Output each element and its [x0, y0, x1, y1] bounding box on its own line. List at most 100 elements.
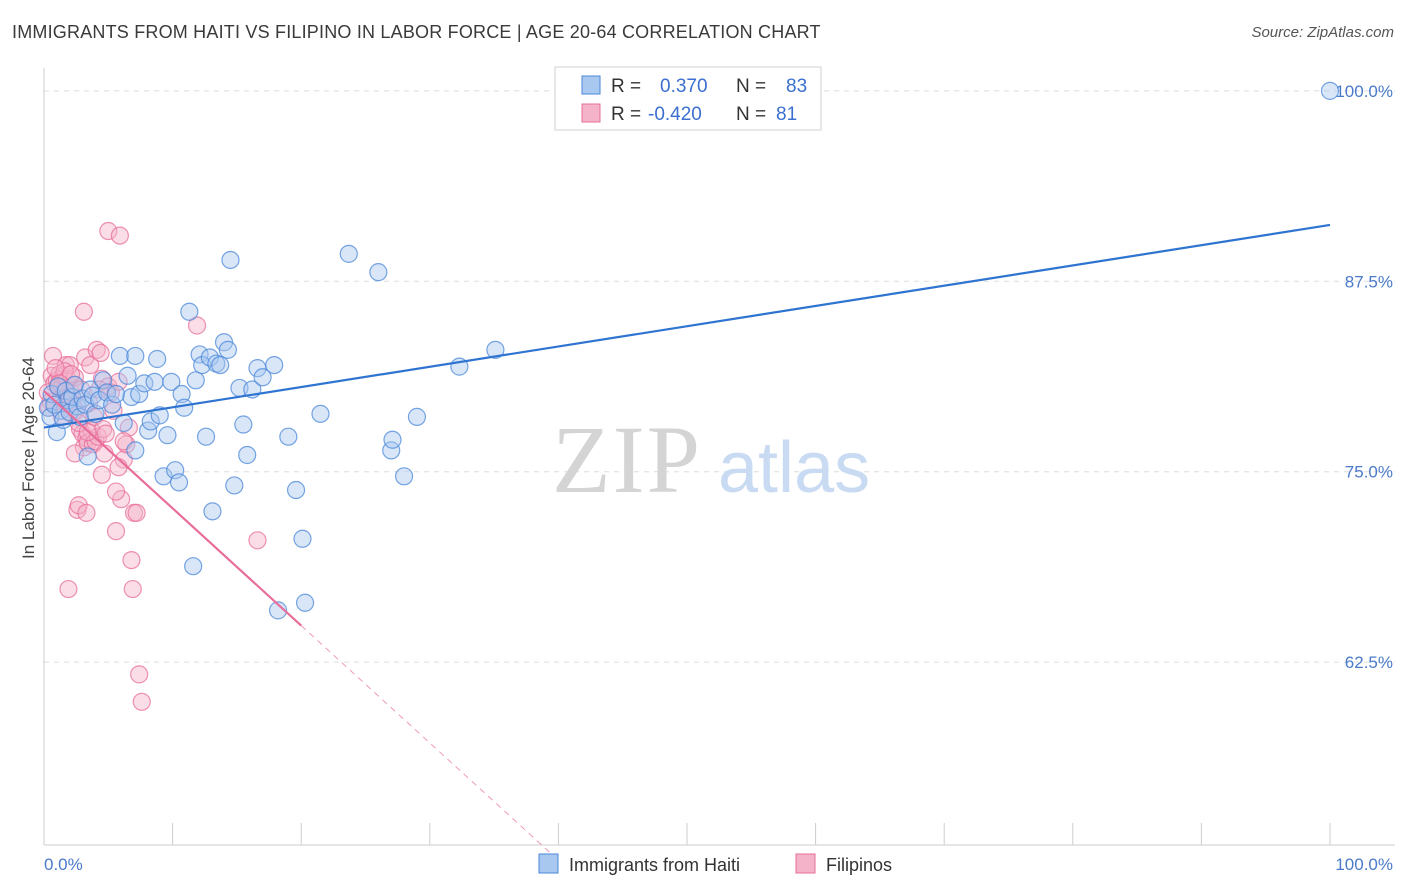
axes [43, 68, 1395, 846]
trend-line-filipinos-extension [300, 625, 559, 861]
haiti-point [394, 467, 414, 486]
y-axis-title: In Labor Force | Age 20-64 [19, 357, 38, 559]
filipinos-point [106, 482, 126, 501]
series-immigrants-from-haiti [38, 81, 1340, 620]
filipinos-point [127, 503, 146, 522]
haiti-point [279, 427, 298, 446]
legend-label-filipinos[interactable]: Filipinos [826, 855, 892, 875]
watermark-atlas: atlas [718, 428, 870, 508]
legend-n-value-blue: 83 [786, 76, 807, 97]
haiti-point [383, 430, 402, 449]
filipinos-point [56, 355, 75, 375]
haiti-point [369, 263, 388, 282]
filipinos-point [77, 503, 96, 522]
filipinos-point [69, 496, 88, 515]
legend-label-haiti[interactable]: Immigrants from Haiti [569, 855, 740, 875]
filipinos-point [92, 465, 111, 484]
filipinos-point [110, 226, 129, 245]
haiti-point [234, 415, 253, 434]
filipinos-point [132, 692, 151, 711]
legend-r-value-blue: 0.370 [660, 76, 708, 97]
haiti-point [130, 384, 149, 404]
filipinos-point [248, 531, 267, 550]
haiti-point [175, 398, 194, 417]
haiti-point [118, 366, 137, 385]
haiti-point [154, 467, 173, 486]
filipinos-point [99, 221, 118, 241]
haiti-point [169, 473, 189, 492]
haiti-point [218, 340, 237, 359]
haiti-point [1320, 81, 1340, 100]
filipinos-point [74, 302, 93, 321]
haiti-point [186, 371, 205, 390]
legend-r-value-pink: -0.420 [648, 104, 702, 125]
series-filipinos [38, 221, 267, 711]
haiti-point [110, 346, 129, 366]
y-tick-label: 75.0% [1345, 463, 1393, 482]
haiti-point [193, 355, 212, 375]
y-tick-label: 100.0% [1335, 82, 1393, 101]
haiti-point [180, 302, 199, 321]
haiti-point [126, 441, 145, 460]
haiti-point [211, 355, 230, 375]
haiti-point [225, 476, 244, 495]
filipinos-point [123, 579, 142, 599]
filipinos-point [187, 316, 207, 335]
haiti-point [203, 502, 222, 521]
legend-r-label-blue: R = [611, 76, 641, 97]
filipinos-point [122, 550, 141, 570]
haiti-point [103, 395, 122, 414]
watermark: ZIP atlas [552, 406, 870, 513]
haiti-point [196, 427, 216, 446]
trend-line-filipinos [43, 390, 302, 627]
haiti-point [486, 340, 505, 359]
stats-legend: R = 0.370 N = 83 R = -0.420 N = 81 [554, 66, 822, 131]
haiti-point [141, 412, 160, 431]
haiti-point [126, 346, 145, 366]
filipinos-point [106, 522, 126, 541]
filipinos-point [96, 424, 115, 443]
haiti-point [253, 368, 272, 387]
chart-title: IMMIGRANTS FROM HAITI VS FILIPINO IN LAB… [12, 22, 821, 42]
haiti-point [162, 372, 181, 391]
filipinos-point [91, 343, 110, 362]
haiti-point [407, 407, 427, 426]
y-tick-label: 87.5% [1345, 272, 1393, 291]
haiti-point [42, 384, 61, 404]
filipinos-point [46, 359, 65, 378]
x-tick-label-min: 0.0% [44, 855, 83, 874]
haiti-point [286, 480, 306, 500]
haiti-point [184, 557, 203, 576]
filipinos-point [81, 355, 100, 375]
source-label: Source: ZipAtlas.com [1251, 24, 1394, 41]
haiti-point [172, 384, 191, 404]
y-tick-label: 62.5% [1345, 653, 1393, 672]
haiti-point [311, 404, 330, 423]
haiti-point [265, 355, 284, 375]
haiti-point [295, 593, 315, 612]
filipinos-point [109, 458, 128, 477]
trend-line-haiti [43, 223, 1331, 429]
legend-r-label-pink: R = [611, 104, 641, 125]
haiti-point [339, 244, 358, 263]
legend-n-label-blue: N = [736, 76, 766, 97]
legend-swatch-haiti[interactable] [538, 853, 559, 874]
legend-n-label-pink: N = [736, 104, 766, 125]
trend-lines [43, 223, 1331, 861]
haiti-point [148, 349, 167, 369]
haiti-point [238, 445, 257, 465]
x-tick-labels: 0.0% 100.0% [44, 855, 1393, 874]
legend-n-value-pink: 81 [776, 104, 797, 125]
haiti-point [78, 447, 97, 466]
legend-swatch-blue [581, 75, 601, 95]
filipinos-point [130, 665, 149, 684]
x-tick-label-max: 100.0% [1335, 855, 1393, 874]
haiti-point [221, 250, 240, 270]
filipinos-point [59, 579, 78, 599]
legend-swatch-filipinos[interactable] [795, 853, 816, 874]
haiti-point [190, 345, 209, 364]
haiti-point [268, 601, 288, 620]
series-legend: Immigrants from Haiti Filipinos [538, 853, 892, 875]
haiti-point [158, 426, 177, 445]
